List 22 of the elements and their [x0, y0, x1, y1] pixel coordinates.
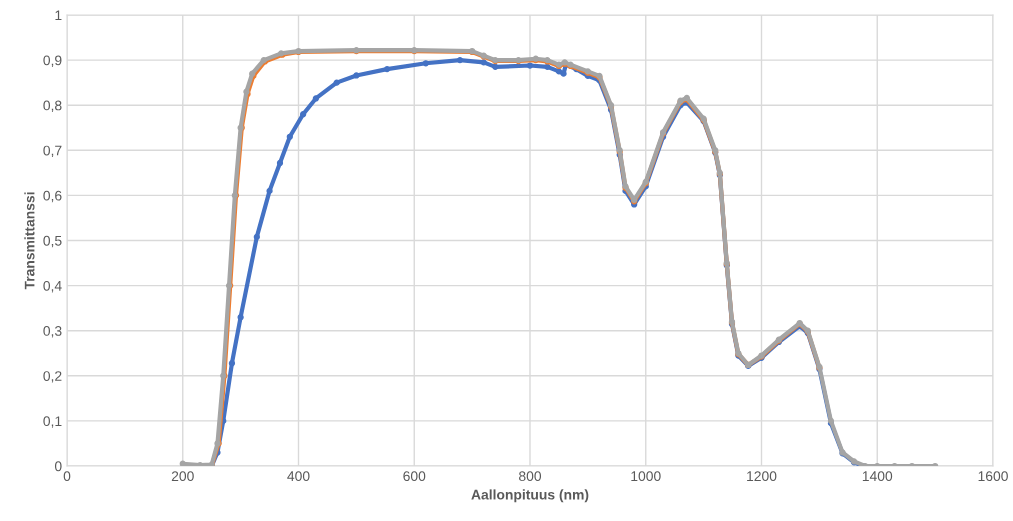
y-tick-label: 0,6 [43, 190, 62, 203]
y-tick-label: 0,5 [43, 235, 62, 248]
y-tick-label: 0,7 [43, 145, 62, 158]
x-tick-label: 1600 [978, 471, 1008, 482]
x-tick-label: 600 [403, 471, 426, 482]
y-tick-label: 0,9 [43, 55, 62, 67]
x-axis-title: Aallonpituus (nm) [471, 489, 589, 503]
x-tick-label: 400 [287, 471, 310, 482]
y-axis-title: Transmittanssi [24, 192, 35, 290]
y-tick-label: 0,3 [43, 326, 62, 338]
x-tick-label: 1200 [747, 471, 777, 482]
x-tick-label: 1400 [862, 471, 893, 482]
y-tick-label: 0,4 [43, 280, 62, 293]
x-tick-label: 200 [171, 471, 194, 482]
y-tick-label: 0,2 [43, 371, 62, 383]
x-tick-label: 0 [63, 471, 71, 482]
y-tick-label: 0,8 [43, 100, 62, 113]
y-tick-label: 0,1 [43, 416, 62, 428]
y-tick-label: 0 [54, 461, 62, 472]
y-tick-label: 1 [55, 10, 62, 21]
x-tick-label: 1000 [631, 471, 661, 482]
x-tick-label: 800 [519, 471, 542, 482]
